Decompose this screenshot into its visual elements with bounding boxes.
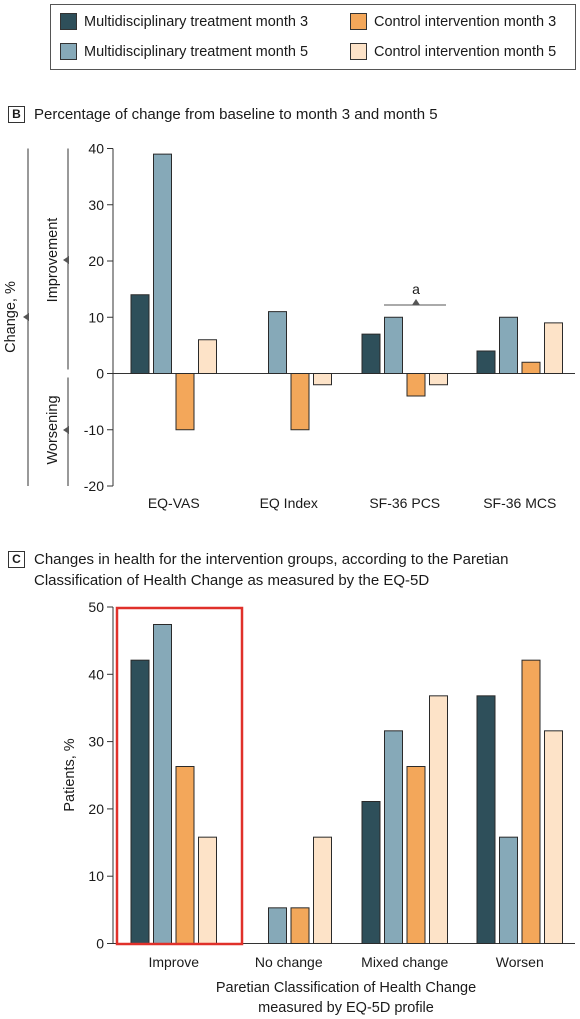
panel-b-title: Percentage of change from baseline to mo… (34, 106, 438, 123)
bar-sf-36-pcs-control-intervention-month-3 (406, 373, 426, 397)
y-tick-label: 50 (88, 599, 104, 615)
panel-c-header: C Changes in health for the intervention… (8, 549, 508, 591)
legend-item-control-m3: Control intervention month 3 (350, 13, 556, 30)
bar-improve-multidisciplinary-treatment-month-3 (130, 659, 150, 944)
annotation-label: a (412, 281, 420, 297)
bar-improve-multidisciplinary-treatment-month-5 (153, 623, 172, 944)
legend-label-multi-m3: Multidisciplinary treatment month 3 (84, 13, 309, 30)
x-category-label-no-change: No change (255, 954, 323, 970)
highlight-box-improve (115, 606, 244, 946)
bar-sf-36-mcs-control-intervention-month-3 (521, 361, 541, 374)
bar-worsen-multidisciplinary-treatment-month-5 (499, 836, 518, 945)
legend-item-control-m5: Control intervention month 5 (350, 43, 556, 60)
y-tick-label: 20 (88, 253, 104, 269)
improvement-label: Improvement (45, 218, 61, 303)
x-category-label-eq-vas: EQ-VAS (148, 495, 200, 511)
x-category-label-sf-36-mcs: SF-36 MCS (483, 495, 556, 511)
bar-eq-vas-multidisciplinary-treatment-month-5 (153, 153, 172, 374)
panel-c-letter: C (8, 551, 25, 568)
bar-eq-index-control-intervention-month-5 (313, 373, 332, 386)
legend-swatch-control-m5 (350, 43, 367, 60)
panel-b-header: B Percentage of change from baseline to … (8, 104, 438, 125)
legend-swatch-multi-m5 (60, 43, 77, 60)
bar-no-change-control-intervention-month-5 (313, 836, 332, 945)
bar-mixed-change-control-intervention-month-3 (406, 766, 426, 944)
legend-swatch-control-m3 (350, 13, 367, 30)
y-tick-label: 20 (88, 801, 104, 817)
bar-mixed-change-control-intervention-month-5 (429, 695, 448, 944)
bar-worsen-multidisciplinary-treatment-month-3 (476, 695, 496, 944)
bar-sf-36-pcs-multidisciplinary-treatment-month-3 (361, 333, 381, 374)
bar-improve-control-intervention-month-3 (175, 766, 195, 944)
legend-swatch-multi-m3 (60, 13, 77, 30)
x-axis-title-line2: measured by EQ-5D profile (258, 1000, 434, 1016)
bar-mixed-change-multidisciplinary-treatment-month-3 (361, 800, 381, 945)
bar-eq-vas-multidisciplinary-treatment-month-3 (130, 294, 150, 374)
panel-c-title-line2: Classification of Health Change as measu… (34, 572, 430, 589)
x-category-label-eq-index: EQ Index (260, 495, 318, 511)
bar-sf-36-mcs-multidisciplinary-treatment-month-3 (476, 350, 496, 374)
y-tick-label: 10 (88, 309, 104, 325)
y-axis-title: Change, % (3, 281, 19, 353)
bar-improve-control-intervention-month-5 (198, 836, 217, 945)
bar-sf-36-mcs-multidisciplinary-treatment-month-5 (499, 316, 518, 374)
x-axis-title-line1: Paretian Classification of Health Change (216, 980, 476, 996)
bar-eq-vas-control-intervention-month-3 (175, 373, 195, 431)
legend-item-multi-m3: Multidisciplinary treatment month 3 (60, 13, 308, 30)
y-tick-label: -20 (84, 478, 104, 494)
legend-label-control-m5: Control intervention month 5 (374, 43, 557, 60)
bar-no-change-control-intervention-month-3 (290, 907, 310, 944)
annotation-marker-icon (412, 299, 420, 305)
improvement-arrow-icon (63, 256, 69, 264)
bar-eq-index-control-intervention-month-3 (290, 373, 310, 431)
x-category-label-improve: Improve (148, 954, 199, 970)
bar-worsen-control-intervention-month-5 (544, 730, 563, 944)
legend-label-control-m3: Control intervention month 3 (374, 13, 557, 30)
bar-worsen-control-intervention-month-3 (521, 659, 541, 944)
worsening-label: Worsening (45, 395, 61, 464)
bar-no-change-multidisciplinary-treatment-month-5 (268, 907, 287, 944)
y-axis-title: Patients, % (62, 738, 78, 811)
legend-label-multi-m5: Multidisciplinary treatment month 5 (84, 43, 309, 60)
bar-eq-vas-control-intervention-month-5 (198, 339, 217, 374)
bar-sf-36-mcs-control-intervention-month-5 (544, 322, 563, 374)
y-tick-label: 10 (88, 868, 104, 884)
y-tick-label: -10 (84, 422, 104, 438)
bar-sf-36-pcs-control-intervention-month-5 (429, 373, 448, 386)
panel-c-title-line1: Changes in health for the intervention g… (34, 551, 509, 568)
y-tick-label: 0 (96, 366, 104, 382)
change-arrow-icon (23, 313, 29, 321)
y-tick-label: 30 (88, 197, 104, 213)
legend-item-multi-m5: Multidisciplinary treatment month 5 (60, 43, 308, 60)
y-tick-label: 30 (88, 734, 104, 750)
x-category-label-mixed-change: Mixed change (361, 954, 448, 970)
panel-b-letter: B (8, 106, 25, 123)
worsening-arrow-icon (63, 426, 69, 434)
x-category-label-sf-36-pcs: SF-36 PCS (369, 495, 440, 511)
y-tick-label: 40 (88, 141, 104, 157)
x-category-label-worsen: Worsen (496, 954, 544, 970)
y-tick-label: 0 (96, 936, 104, 952)
bar-mixed-change-multidisciplinary-treatment-month-5 (384, 730, 403, 944)
bar-sf-36-pcs-multidisciplinary-treatment-month-5 (384, 316, 403, 374)
y-tick-label: 40 (88, 666, 104, 682)
legend: Multidisciplinary treatment month 3 Mult… (50, 4, 576, 70)
bar-eq-index-multidisciplinary-treatment-month-5 (268, 311, 287, 374)
